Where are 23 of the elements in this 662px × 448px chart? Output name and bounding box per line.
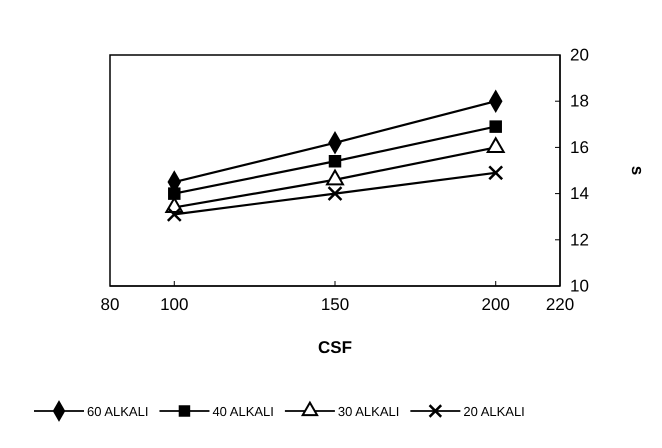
y-tick-label: 16	[570, 138, 589, 157]
y-tick-label: 10	[570, 276, 589, 296]
x-tick-label: 150	[320, 295, 350, 314]
point	[489, 120, 502, 133]
x-tick-label: 220	[546, 295, 574, 314]
y-tick-label: 12	[570, 230, 589, 250]
y-tick-label: 18	[570, 92, 589, 111]
x-tick-label: 80	[100, 295, 120, 314]
y-tick-label: 14	[570, 184, 589, 204]
legend-label: 30 ALKALI	[338, 404, 400, 419]
point	[328, 155, 342, 168]
point	[168, 187, 181, 200]
x-tick-label: 100	[160, 295, 188, 314]
point	[166, 206, 182, 222]
point	[488, 165, 504, 180]
x-tick-label: 200	[482, 295, 510, 314]
legend-label: 40 ALKALI	[212, 404, 274, 419]
x-axis-title: CSF	[318, 338, 352, 357]
point	[327, 186, 343, 202]
legend-label: 60 ALKALI	[87, 404, 148, 419]
y-axis-title: s	[628, 166, 647, 176]
y-tick-label: 20	[570, 45, 589, 64]
legend-label: 20 ALKALI	[463, 404, 525, 419]
